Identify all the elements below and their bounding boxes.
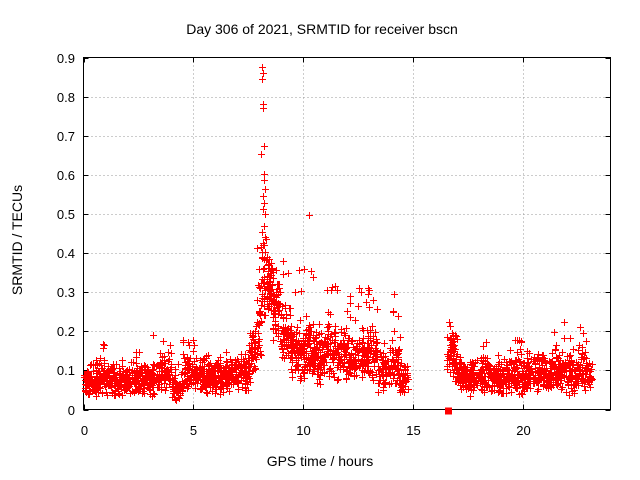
x-tick-label: 5 — [190, 423, 197, 438]
x-tick-label: 0 — [81, 423, 88, 438]
axis-ticks — [83, 57, 611, 411]
y-tick-label: 0.5 — [57, 207, 75, 222]
zero-point-marker — [445, 407, 452, 415]
y-tick-label: 0.4 — [57, 246, 75, 261]
x-tick-label: 15 — [406, 423, 420, 438]
chart-title: Day 306 of 2021, SRMTID for receiver bsc… — [186, 21, 458, 37]
scatter-points — [81, 64, 596, 404]
x-axis-label: GPS time / hours — [267, 453, 374, 469]
x-tick-label: 10 — [296, 423, 310, 438]
y-tick-label: 0 — [68, 403, 75, 418]
y-tick-label: 0.1 — [57, 363, 75, 378]
y-tick-label: 0.9 — [57, 51, 75, 66]
plot-border — [83, 57, 611, 410]
x-tick-label: 20 — [516, 423, 530, 438]
y-tick-label: 0.2 — [57, 324, 75, 339]
y-tick-label: 0.3 — [57, 285, 75, 300]
y-tick-label: 0.8 — [57, 90, 75, 105]
tick-labels: 0 5 10 15 20 0 0.1 0.2 0.3 0.4 0.5 0.6 0.7 0.8 0.9 — [57, 51, 531, 438]
y-tick-label: 0.6 — [57, 168, 75, 183]
grid-lines — [83, 57, 611, 410]
y-axis-label: SRMTID / TECUs — [9, 185, 25, 295]
y-tick-label: 0.7 — [57, 129, 75, 144]
